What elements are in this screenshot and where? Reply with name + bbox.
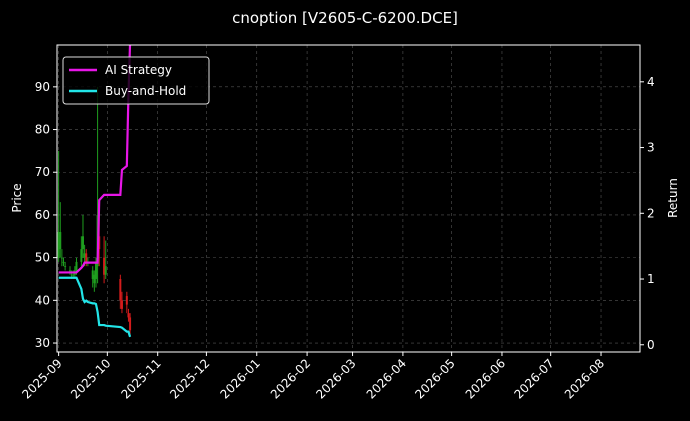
y-tick-label: 60 [35,208,50,222]
candle-body [81,236,84,250]
y2-axis-label: Return [666,178,680,218]
y-tick-label: 80 [35,123,50,137]
candle-body [98,236,101,250]
y-axis-label: Price [10,183,24,212]
candle-body [127,313,130,318]
candle-body [64,266,67,267]
plot-frame [56,44,641,353]
candle-body [125,296,128,305]
candle-body [59,232,62,250]
candle-body [120,300,123,309]
candle-body [80,249,83,262]
candle-body [60,257,63,259]
candle-body [62,261,65,263]
candle-body [72,274,75,276]
legend-label: AI Strategy [105,63,172,77]
y2-tick-label: 4 [647,75,655,89]
y-tick-label: 40 [35,293,50,307]
candle-body [57,232,60,258]
legend-label: Buy-and-Hold [105,84,186,98]
candle-body [83,253,86,258]
legend-box [62,56,210,105]
y2-tick-label: 1 [647,272,655,286]
y-tick-label: 30 [35,336,50,350]
series-line [58,276,132,338]
plot-area [57,45,132,338]
candle-body [70,274,73,276]
y-tick-label: 50 [35,251,50,265]
y2-tick-label: 2 [647,206,655,220]
y2-tick-label: 3 [647,141,655,155]
candle-body [91,270,94,279]
candle-body [85,253,88,262]
y2-tick-label: 0 [647,338,655,352]
series-line [58,45,132,274]
candle-body [129,317,132,331]
candle-body [94,261,97,279]
chart-title: cnoption [V2605-C-6200.DCE] [232,9,458,27]
y-tick-label: 90 [35,80,50,94]
candle-body [104,266,107,275]
candle-body [119,278,122,301]
candle-body [68,270,71,272]
candle-body [103,257,106,275]
candle-body [93,274,96,284]
candle-body [75,261,78,271]
y-tick-label: 70 [35,165,50,179]
